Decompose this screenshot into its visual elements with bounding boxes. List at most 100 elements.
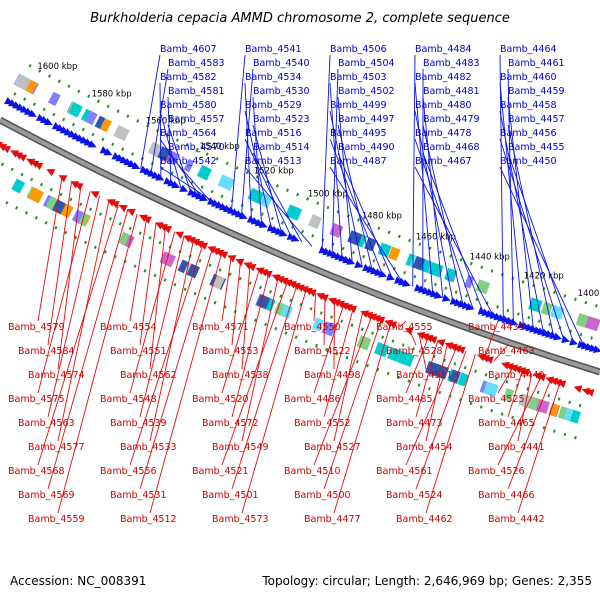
reverse-gene (424, 334, 434, 343)
reverse-gene (501, 361, 510, 370)
gene-label: Bamb_4574 (28, 370, 85, 381)
label-line (415, 340, 439, 418)
label-line (47, 209, 129, 490)
gene-label: Bamb_4559 (28, 514, 85, 525)
reverse-gene (14, 152, 24, 160)
gene-label: Bamb_4573 (212, 514, 269, 525)
gene-label: Bamb_4534 (245, 72, 302, 83)
label-line (414, 166, 494, 317)
gene-label: Bamb_4551 (110, 346, 167, 357)
gene-label: Bamb_4527 (304, 442, 361, 453)
reverse-gene (585, 389, 595, 397)
reverse-gene (211, 248, 221, 256)
gene-label: Bamb_4460 (500, 72, 557, 83)
gene-label: Bamb_4607 (160, 44, 217, 55)
label-line (313, 304, 345, 394)
annotation-block (13, 73, 32, 91)
annotation-block (177, 259, 189, 274)
label-line (497, 376, 542, 466)
reverse-gene (90, 191, 100, 199)
tick-label: 1580 kbp (92, 90, 132, 100)
gene-label: Bamb_4524 (386, 490, 443, 501)
label-line (507, 96, 534, 330)
tick-label: 1500 kbp (308, 190, 348, 200)
gene-label: Bamb_4563 (18, 418, 75, 429)
gene-label: Bamb_4486 (284, 394, 341, 405)
reverse-gene (271, 274, 281, 282)
dot-track (13, 92, 600, 343)
label-line (57, 213, 138, 514)
label-line (422, 96, 444, 298)
gene-label: Bamb_4442 (488, 514, 545, 525)
label-line (499, 166, 585, 347)
gene-label: Bamb_4462 (396, 514, 453, 525)
annotation-block (71, 209, 85, 224)
label-line (159, 82, 162, 179)
reverse-gene (307, 289, 317, 297)
label-line (159, 138, 202, 198)
label-line (149, 227, 166, 370)
label-line (337, 152, 394, 279)
label-line (422, 152, 484, 313)
gene-label: Bamb_4539 (110, 418, 167, 429)
gene-label: Bamb_4485 (376, 394, 433, 405)
label-line (412, 54, 416, 287)
label-line (129, 218, 148, 322)
forward-gene (346, 257, 356, 265)
gene-label: Bamb_4477 (304, 514, 361, 525)
gene-label: Bamb_4529 (245, 100, 302, 111)
annotation-block (25, 79, 38, 94)
gene-label: Bamb_4461 (508, 58, 565, 69)
label-line (129, 231, 176, 394)
annotation-block (113, 124, 130, 142)
gene-label: Bamb_4533 (120, 442, 177, 453)
label-line (503, 363, 519, 370)
gene-label: Bamb_4466 (478, 490, 535, 501)
label-line (507, 379, 552, 490)
annotation-block (356, 335, 372, 351)
gene-label: Bamb_4499 (330, 100, 387, 111)
reverse-gene (283, 279, 293, 287)
label-line (497, 366, 514, 394)
annotation-block (483, 381, 499, 397)
gene-label: Bamb_4487 (330, 156, 387, 167)
reverse-gene (74, 183, 84, 191)
tick-label: 1600 kbp (37, 62, 77, 72)
annotation-block (85, 110, 98, 126)
reverse-gene (452, 345, 462, 353)
annotation-block (329, 223, 344, 238)
gene-label: Bamb_4439 (468, 322, 525, 333)
label-line (415, 350, 467, 490)
label-line (507, 152, 575, 344)
reverse-gene (340, 302, 349, 310)
reverse-gene (344, 304, 353, 312)
reverse-gene (477, 353, 486, 362)
gene-label: Bamb_4467 (415, 156, 472, 167)
forward-gene (198, 193, 208, 202)
gene-label: Bamb_4521 (192, 466, 249, 477)
label-line (241, 289, 307, 514)
gene-label: Bamb_4503 (330, 72, 387, 83)
tick-label: 1520 kbp (254, 166, 294, 176)
reverse-gene (573, 385, 583, 394)
label-line (499, 82, 524, 327)
tick-label: 1440 kbp (470, 253, 510, 263)
gene-label: Bamb_4502 (338, 86, 395, 97)
annotation-block (183, 158, 195, 173)
reverse-gene (259, 269, 269, 277)
gene-label: Bamb_4481 (423, 86, 480, 97)
annotation-block (444, 267, 457, 283)
label-line (409, 330, 417, 346)
reverse-gene (517, 367, 527, 375)
annotation-block (397, 350, 415, 367)
gene-label: Bamb_4458 (500, 100, 557, 111)
gene-label: Bamb_4464 (500, 44, 557, 55)
annotation-block (212, 275, 225, 290)
label-line (37, 176, 63, 322)
annotation-block (196, 164, 212, 181)
gene-label: Bamb_4561 (376, 466, 433, 477)
annotation-block (11, 178, 26, 194)
label-line (329, 166, 403, 283)
forward-gene (258, 220, 268, 228)
